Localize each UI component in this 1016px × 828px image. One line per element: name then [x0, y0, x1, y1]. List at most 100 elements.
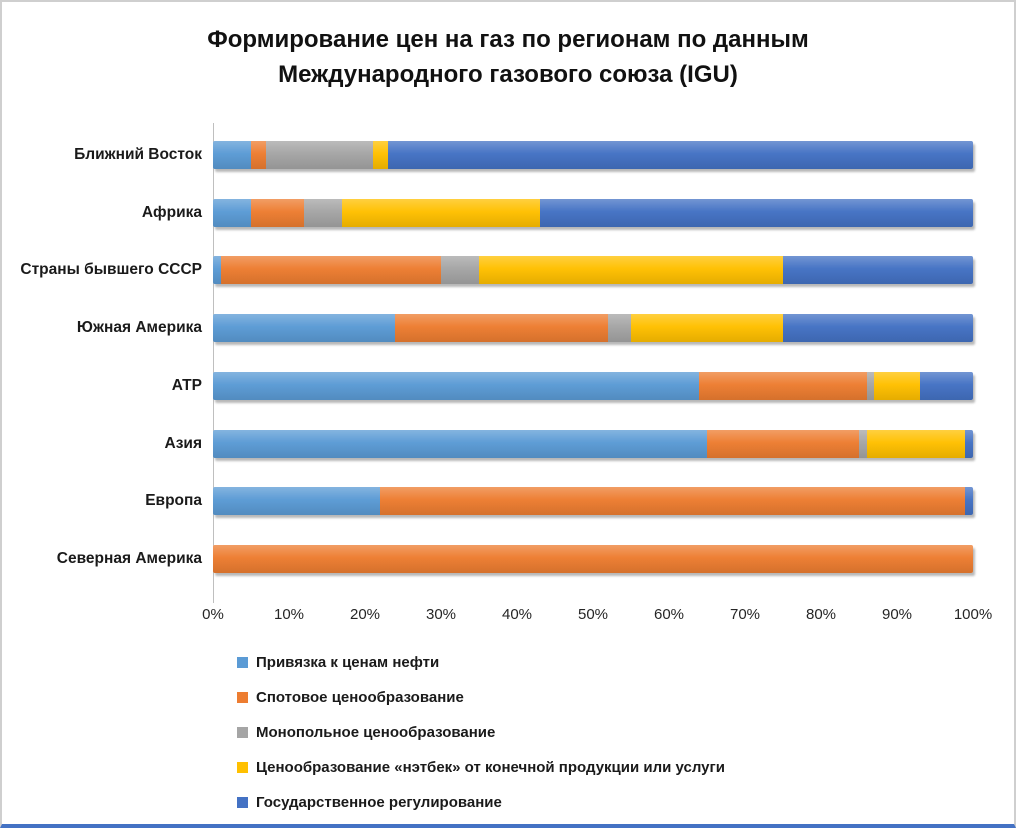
legend-label: Спотовое ценообразование [256, 688, 464, 706]
legend-label: Монопольное ценообразование [256, 723, 496, 741]
legend-item: Монопольное ценообразование [237, 722, 725, 742]
bar-segment [251, 198, 305, 227]
category-label: Северная Америка [56, 550, 202, 568]
bar-segment [874, 371, 920, 400]
bar-stack [213, 140, 973, 169]
x-tick-label: 0% [202, 606, 224, 623]
bar-rows: Ближний Восток Африка Страны бывшего СССР Ю… [2, 126, 973, 588]
x-tick-label: 90% [881, 606, 913, 623]
x-tick-label: 50% [577, 606, 609, 623]
bar-segment [213, 314, 396, 343]
legend-swatch [237, 796, 248, 808]
category-label: Африка [141, 203, 202, 221]
bar-row: Африка [2, 184, 973, 242]
x-tick-label: 10% [273, 606, 305, 623]
x-tick-label: 20% [349, 606, 381, 623]
legend-item: Ценообразование «нэтбек» от конечной про… [237, 757, 725, 777]
bar-track [213, 371, 973, 400]
legend-item: Привязка к ценам нефти [237, 652, 725, 672]
bar-segment [395, 314, 609, 343]
bar-segment [213, 487, 381, 516]
bar-segment [213, 198, 251, 227]
x-axis-tick-labels: 0% 10% 20% 30% 40% 50% 60% 70% 80% 90% 100% [202, 606, 992, 626]
x-tick-label: 70% [729, 606, 761, 623]
category-label: Страны бывшего СССР [20, 261, 202, 279]
chart-title-line-1: Формирование цен на газ по регионам по д… [207, 26, 809, 53]
bar-row: Северная Америка [2, 530, 973, 588]
bar-segment [440, 256, 479, 285]
bar-segment [342, 198, 540, 227]
bar-stack [213, 545, 973, 574]
bar-segment [866, 371, 875, 400]
bar-segment [266, 140, 373, 169]
bar-segment [213, 256, 221, 285]
bar-segment [380, 487, 966, 516]
category-label: Азия [164, 434, 202, 452]
bar-row: Европа [2, 473, 973, 531]
bar-segment [213, 371, 700, 400]
bar-row: Южная Америка [2, 299, 973, 357]
legend-item: Государственное регулирование [237, 792, 725, 812]
bar-segment [859, 429, 867, 458]
bar-segment [387, 140, 973, 169]
bar-track [213, 140, 973, 169]
bar-row: АТР [2, 357, 973, 415]
bar-segment [213, 545, 973, 574]
x-tick-label: 60% [653, 606, 685, 623]
x-tick-label: 40% [501, 606, 533, 623]
bar-segment [372, 140, 388, 169]
bar-segment [782, 256, 973, 285]
bar-segment [699, 371, 867, 400]
bar-track [213, 314, 973, 343]
bar-track [213, 198, 973, 227]
category-label: Европа [145, 492, 202, 510]
legend-label: Государственное регулирование [256, 793, 502, 811]
legend-item: Спотовое ценообразование [237, 687, 725, 707]
legend: Привязка к ценам нефти Спотовое ценообраз… [237, 652, 725, 812]
bar-stack [213, 429, 973, 458]
y-axis-line [213, 123, 214, 603]
legend-label: Привязка к ценам нефти [256, 653, 440, 671]
bar-row: Страны бывшего СССР [2, 242, 973, 300]
bar-segment [866, 429, 966, 458]
legend-swatch [237, 691, 248, 703]
category-label: АТР [171, 376, 202, 394]
bar-segment [539, 198, 973, 227]
bar-stack [213, 314, 973, 343]
bar-stack [213, 371, 973, 400]
x-tick-label: 80% [805, 606, 837, 623]
category-label: Ближний Восток [74, 145, 202, 163]
bar-stack [213, 198, 973, 227]
bar-segment [965, 487, 973, 516]
bar-segment [213, 429, 707, 458]
bar-segment [630, 314, 783, 343]
bar-track [213, 256, 973, 285]
legend-swatch [237, 726, 248, 738]
bar-track [213, 545, 973, 574]
bar-segment [782, 314, 973, 343]
bar-segment [707, 429, 859, 458]
legend-label: Ценообразование «нэтбек» от конечной про… [256, 758, 725, 776]
bar-track [213, 487, 973, 516]
legend-swatch [237, 656, 248, 668]
bar-segment [965, 429, 973, 458]
bar-row: Ближний Восток [2, 126, 973, 184]
x-tick-label: 30% [425, 606, 457, 623]
bar-segment [220, 256, 441, 285]
x-tick-label: 100% [953, 606, 993, 623]
bar-segment [608, 314, 631, 343]
category-label: Южная Америка [76, 319, 202, 337]
bar-segment [251, 140, 267, 169]
bar-stack [213, 487, 973, 516]
bar-segment [213, 140, 251, 169]
legend-swatch [237, 761, 248, 773]
chart-title-line-2: Международного газового союза (IGU) [278, 61, 738, 88]
bar-stack [213, 256, 973, 285]
bar-segment [478, 256, 783, 285]
bar-row: Азия [2, 415, 973, 473]
chart-title: Формирование цен на газ по регионам по д… [2, 22, 1014, 92]
bar-segment [919, 371, 973, 400]
bar-segment [304, 198, 343, 227]
bar-track [213, 429, 973, 458]
